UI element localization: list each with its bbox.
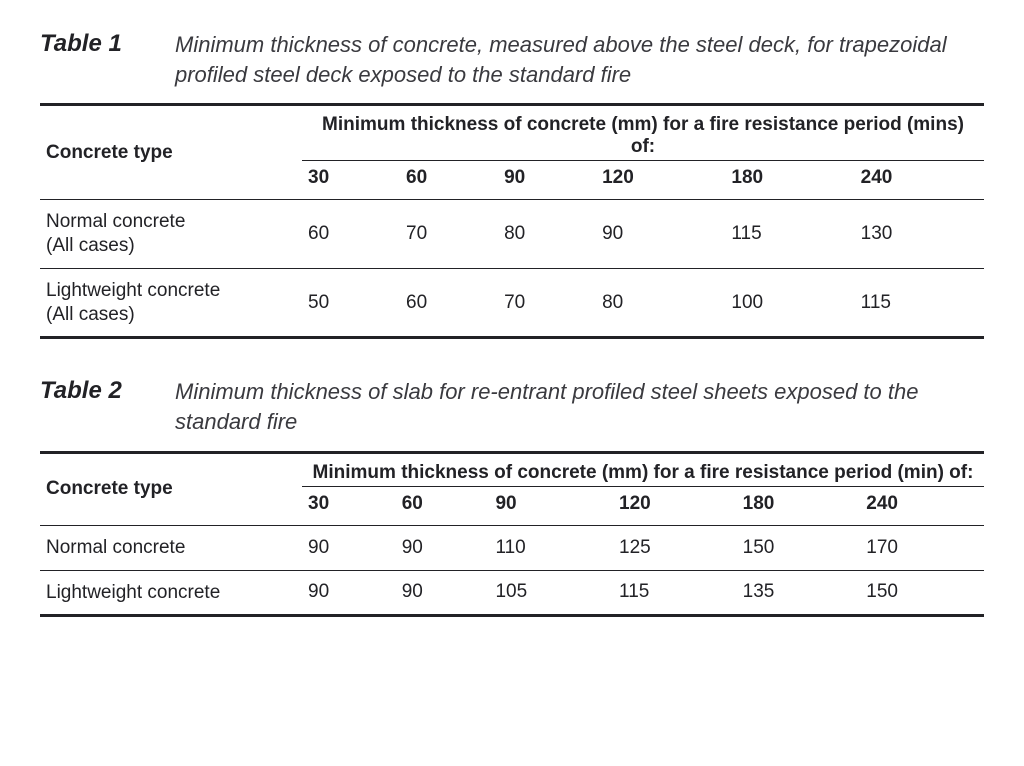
table-1-row-1-val-1: 60 — [400, 268, 498, 338]
table-1-period-4: 180 — [725, 161, 854, 200]
table-2-row-0-val-1: 90 — [396, 525, 490, 570]
table-1-row-0-val-1: 70 — [400, 200, 498, 269]
table-1-row-0-label: Normal concrete(All cases) — [40, 200, 302, 269]
table-1-period-3: 120 — [596, 161, 725, 200]
table-1-period-5: 240 — [855, 161, 984, 200]
table-1-label: Table 1 — [40, 30, 175, 58]
table-2-caption: Minimum thickness of slab for re-entrant… — [175, 377, 984, 436]
table-2-period-1: 60 — [396, 486, 490, 525]
table-2-period-2: 90 — [489, 486, 613, 525]
table-2-block: Table 2 Minimum thickness of slab for re… — [40, 377, 984, 617]
table-row: Normal concrete 90 90 110 125 150 170 — [40, 525, 984, 570]
table-2-spanner: Minimum thickness of concrete (mm) for a… — [302, 452, 984, 486]
table-1-row-1-label: Lightweight concrete(All cases) — [40, 268, 302, 338]
table-2-row-0-val-4: 150 — [737, 525, 861, 570]
table-2-row-0-val-0: 90 — [302, 525, 396, 570]
table-2-period-3: 120 — [613, 486, 737, 525]
table-2-row-1-val-1: 90 — [396, 570, 490, 616]
table-2-row-0-label: Normal concrete — [40, 525, 302, 570]
table-1-row-1-val-0: 50 — [302, 268, 400, 338]
table-1-row-0-val-0: 60 — [302, 200, 400, 269]
table-1-block: Table 1 Minimum thickness of concrete, m… — [40, 30, 984, 339]
table-row: Lightweight concrete 90 90 105 115 135 1… — [40, 570, 984, 616]
table-1-row-0-val-3: 90 — [596, 200, 725, 269]
table-row: Normal concrete(All cases) 60 70 80 90 1… — [40, 200, 984, 269]
table-row: Lightweight concrete(All cases) 50 60 70… — [40, 268, 984, 338]
table-1-row-0-val-5: 130 — [855, 200, 984, 269]
table-2-row-1-val-2: 105 — [489, 570, 613, 616]
table-2-title-row: Table 2 Minimum thickness of slab for re… — [40, 377, 984, 436]
table-1-row-1-val-2: 70 — [498, 268, 596, 338]
table-1-row-1-val-4: 100 — [725, 268, 854, 338]
table-2-row-1-val-3: 115 — [613, 570, 737, 616]
table-2-period-0: 30 — [302, 486, 396, 525]
table-1-row-1-val-3: 80 — [596, 268, 725, 338]
table-1-header-row: Concrete type Minimum thickness of concr… — [40, 105, 984, 161]
table-1-title-row: Table 1 Minimum thickness of concrete, m… — [40, 30, 984, 89]
table-1-period-0: 30 — [302, 161, 400, 200]
table-2-row-1-label: Lightweight concrete — [40, 570, 302, 616]
table-1-spanner: Minimum thickness of concrete (mm) for a… — [302, 105, 984, 161]
table-2-period-5: 240 — [860, 486, 984, 525]
table-2-row-1-val-5: 150 — [860, 570, 984, 616]
table-2-row-1-val-0: 90 — [302, 570, 396, 616]
table-1-period-1: 60 — [400, 161, 498, 200]
table-2-row-0-val-3: 125 — [613, 525, 737, 570]
table-1-caption: Minimum thickness of concrete, measured … — [175, 30, 984, 89]
table-2-row-0-val-5: 170 — [860, 525, 984, 570]
table-2-period-4: 180 — [737, 486, 861, 525]
table-2-label: Table 2 — [40, 377, 175, 405]
table-1-rowheader: Concrete type — [40, 105, 302, 200]
table-1-row-1-val-5: 115 — [855, 268, 984, 338]
table-2-rowheader: Concrete type — [40, 452, 302, 525]
table-2-row-0-val-2: 110 — [489, 525, 613, 570]
table-1-row-0-val-2: 80 — [498, 200, 596, 269]
table-1: Concrete type Minimum thickness of concr… — [40, 103, 984, 339]
table-1-row-0-val-4: 115 — [725, 200, 854, 269]
table-2-header-row: Concrete type Minimum thickness of concr… — [40, 452, 984, 486]
table-2: Concrete type Minimum thickness of concr… — [40, 451, 984, 618]
table-1-period-2: 90 — [498, 161, 596, 200]
table-2-row-1-val-4: 135 — [737, 570, 861, 616]
